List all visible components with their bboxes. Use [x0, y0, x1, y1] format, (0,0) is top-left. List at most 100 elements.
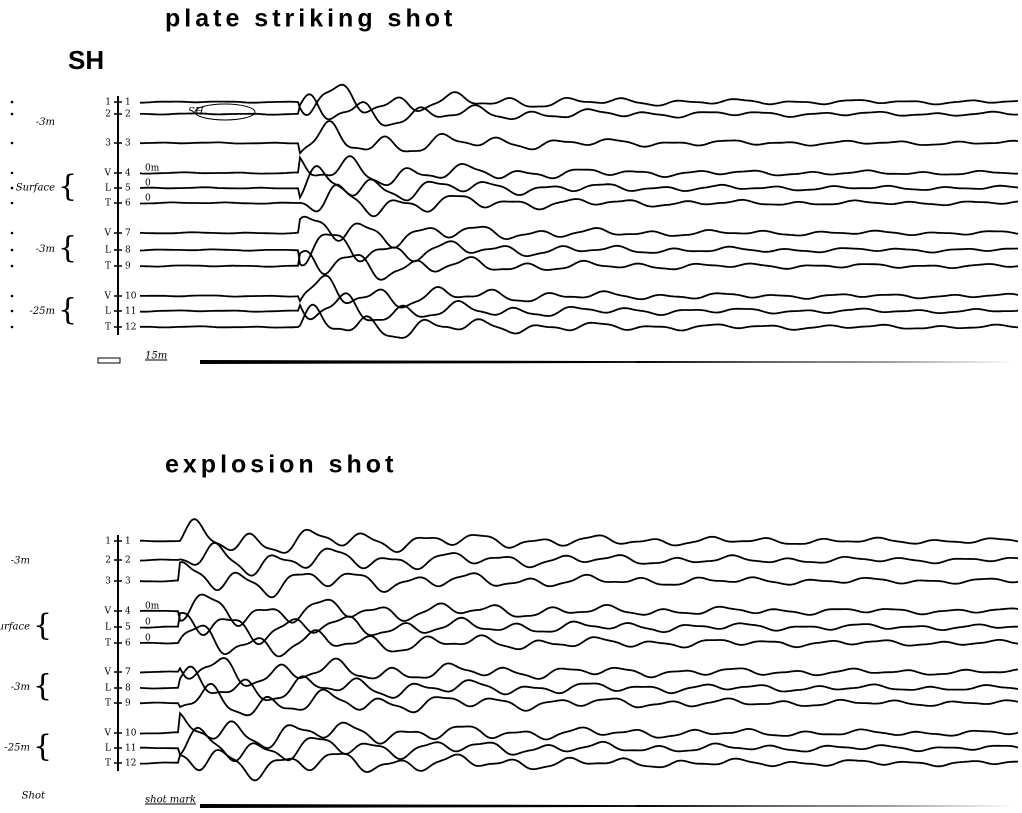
dot — [11, 202, 14, 205]
trace-number: 8 — [125, 246, 131, 256]
dot — [11, 310, 14, 313]
group-label: Surface — [16, 183, 55, 194]
figure: plate striking shotSHSH-3m112233Surface{… — [0, 0, 1022, 813]
dot — [11, 326, 14, 329]
component-label: L — [105, 307, 111, 317]
offset-label: 0 — [145, 618, 151, 628]
component-label: V — [104, 169, 112, 179]
trace — [140, 562, 1018, 597]
trace-number: 6 — [125, 639, 131, 649]
offset-label: 0m — [145, 164, 160, 174]
panel-title: explosion shot — [165, 451, 397, 479]
trace-number: 11 — [125, 307, 136, 317]
component-label: V — [104, 729, 112, 739]
trace — [140, 713, 1018, 748]
trace-number: 10 — [125, 292, 137, 302]
component-label: 2 — [105, 110, 111, 120]
group-label: -3m — [11, 556, 30, 567]
trace — [140, 251, 1018, 280]
component-label: 3 — [105, 139, 111, 149]
trace-number: 4 — [125, 607, 131, 617]
trace — [140, 166, 1018, 200]
trace-number: 3 — [125, 139, 131, 149]
brace: { — [33, 669, 52, 704]
wave-mode: SH — [68, 45, 104, 75]
panel-title: plate striking shot — [165, 5, 456, 33]
trace-number: 5 — [125, 184, 131, 194]
brace: { — [33, 729, 52, 764]
shot-base — [98, 358, 120, 363]
trace — [140, 276, 1018, 308]
trace — [140, 595, 1018, 627]
component-label: 1 — [105, 537, 111, 547]
component-label: T — [105, 323, 111, 333]
trace-number: 2 — [125, 110, 131, 120]
component-label: T — [105, 699, 111, 709]
trace-number: 2 — [125, 556, 131, 566]
trace — [140, 156, 1018, 185]
trace-number: 9 — [125, 262, 131, 272]
dot — [11, 113, 14, 116]
group-label: -3m — [11, 682, 30, 693]
trace-number: 1 — [125, 537, 131, 547]
trace-number: 12 — [125, 323, 136, 333]
dot — [11, 232, 14, 235]
component-label: 1 — [105, 98, 111, 108]
group-label: -3m — [36, 117, 55, 128]
shot-line — [200, 804, 1020, 808]
component-label: V — [104, 607, 112, 617]
trace — [140, 234, 1018, 265]
annotation: SH — [188, 107, 204, 118]
trace-number: 12 — [125, 759, 136, 769]
shot-label: 15m — [145, 351, 167, 362]
dot — [11, 265, 14, 268]
component-label: V — [104, 668, 112, 678]
brace: { — [33, 608, 52, 643]
trace-number: 7 — [125, 229, 131, 239]
component-label: T — [105, 639, 111, 649]
component-label: L — [105, 684, 111, 694]
component-label: L — [105, 246, 111, 256]
shot-label: shot mark — [145, 795, 196, 806]
trace — [140, 305, 1018, 338]
trace-number: 5 — [125, 623, 131, 633]
annotation-circle — [195, 104, 255, 120]
group-label: -25m — [29, 306, 55, 317]
component-label: L — [105, 184, 111, 194]
brace: { — [58, 293, 77, 328]
trace — [140, 658, 1018, 686]
trace — [140, 750, 1018, 780]
trace — [140, 94, 1018, 125]
component-label: T — [105, 759, 111, 769]
trace — [140, 519, 1018, 553]
trace — [140, 121, 1018, 153]
dot — [11, 249, 14, 252]
trace — [140, 543, 1018, 576]
trace-number: 8 — [125, 684, 131, 694]
trace-number: 11 — [125, 744, 136, 754]
shot-row-label: Shot — [22, 791, 46, 802]
trace-number: 6 — [125, 199, 131, 209]
dot — [11, 142, 14, 145]
trace-number: 1 — [125, 98, 131, 108]
component-label: V — [104, 229, 112, 239]
brace: { — [58, 231, 77, 266]
trace-number: 9 — [125, 699, 131, 709]
brace: { — [58, 169, 77, 204]
dot — [11, 101, 14, 104]
component-label: T — [105, 262, 111, 272]
dot — [11, 172, 14, 175]
trace-number: 10 — [125, 729, 137, 739]
trace-number: 3 — [125, 577, 131, 587]
shot-line — [200, 360, 1020, 364]
trace — [140, 85, 1018, 115]
component-label: 3 — [105, 577, 111, 587]
component-label: T — [105, 199, 111, 209]
group-label: -3m — [36, 244, 55, 255]
dot — [11, 187, 14, 190]
offset-label: 0 — [145, 194, 151, 204]
component-label: L — [105, 744, 111, 754]
trace-number: 4 — [125, 169, 131, 179]
group-label: -25m — [4, 743, 30, 754]
component-label: V — [104, 292, 112, 302]
